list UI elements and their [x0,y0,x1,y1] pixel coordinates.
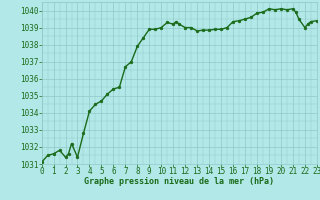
X-axis label: Graphe pression niveau de la mer (hPa): Graphe pression niveau de la mer (hPa) [84,177,274,186]
